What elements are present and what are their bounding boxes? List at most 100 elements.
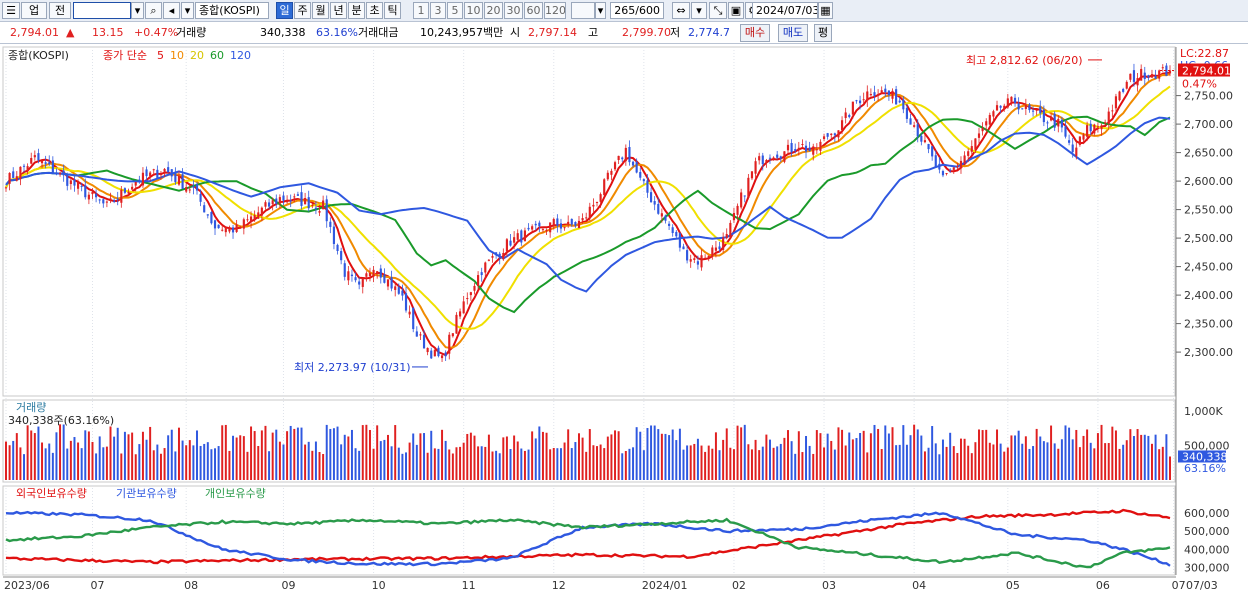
candle [520,229,523,246]
candle [1064,119,1067,139]
sell-button[interactable]: 매도 [778,24,808,42]
price-tick-label: 2,450.00 [1184,261,1233,274]
volume-bar [556,448,559,480]
market-select-icon[interactable]: ☰ [2,2,20,19]
candle-body [790,142,793,153]
draw-icon[interactable]: ⤡ [709,2,727,19]
candle-body [516,233,519,240]
candle [927,143,930,154]
period-button-6[interactable]: 틱 [384,2,401,19]
candle-body [740,192,743,208]
interval-button-120[interactable]: 120 [544,2,566,19]
count-field[interactable]: 265/600 [610,2,664,19]
date-field[interactable]: 2024/07/03 [752,2,818,19]
candle [433,349,436,357]
candle-body [768,157,772,159]
candle-body [495,252,498,256]
calendar-icon[interactable]: ▦ [818,2,833,19]
candle-body [12,171,15,179]
period-button-1[interactable]: 주 [294,2,311,19]
candle-body [675,231,678,237]
candle-body [1168,70,1172,74]
candle [91,188,94,200]
ma-legend-60: 60 [210,49,224,62]
candle [156,165,159,179]
candle [87,191,90,205]
candle [844,107,847,124]
volume-bar [77,442,80,480]
open-label: 시 [510,26,521,39]
interval-button-5[interactable]: 5 [447,2,463,19]
speaker-dropdown-icon[interactable]: ▾ [181,2,194,19]
candle [1021,108,1024,110]
interval-button-60[interactable]: 60 [524,2,543,19]
volume-bar [405,452,408,480]
interval-button-10[interactable]: 10 [464,2,483,19]
speaker-icon[interactable]: ◂ [163,2,180,19]
candle-body [859,100,862,104]
candle-body [1147,75,1150,78]
candle-body [498,253,501,258]
period-button-4[interactable]: 분 [348,2,365,19]
interval-button-1[interactable]: 1 [413,2,429,19]
candle [260,206,263,222]
candle [51,156,54,175]
buy-button[interactable]: 매수 [740,24,770,42]
period-button-0[interactable]: 일 [276,2,293,19]
volume-bar [671,429,674,480]
volume-bar [1132,436,1135,480]
holdings-line-0 [5,508,1171,565]
volume-bar [221,425,224,480]
candle [152,168,155,176]
interval-button-3[interactable]: 3 [430,2,446,19]
candle [404,286,408,313]
candle [487,259,490,262]
candle-body [177,175,181,185]
candle-body [477,275,480,286]
chart-area[interactable]: 2,750.00 2,700.00 2,650.00 2,600.00 2,550.00… [0,44,1248,599]
candle [4,187,8,192]
price-tick-label: 2,400.00 [1184,289,1233,302]
volume-bar [837,427,840,480]
interval-button-30[interactable]: 30 [504,2,523,19]
evaluate-button[interactable]: 평 [814,24,832,42]
volume-bar [1136,429,1139,480]
volume-bar [689,445,692,480]
candle [12,167,15,179]
volume-bar [848,432,851,480]
volume-bar [567,429,570,480]
quote-bar: 2,794.01 ▲ 13.15 +0.47% 거래량 340,338 63.1… [0,22,1248,44]
candle-body [808,147,811,152]
candle-body [242,219,245,229]
interval-button-20[interactable]: 20 [484,2,503,19]
prev-button[interactable]: 전 [49,2,71,19]
zoom-icon[interactable]: ⇔ [672,2,690,19]
candle [783,151,786,164]
candle [707,255,710,262]
market-select[interactable]: 업 [21,2,47,19]
candle [253,210,256,222]
period-button-3[interactable]: 년 [330,2,347,19]
volume-bar [350,429,353,480]
interval-dropdown-icon[interactable]: ▾ [595,2,606,19]
candle [19,166,22,186]
max-annotation: 최고 2,812.62 (06/20) [966,54,1083,67]
candle-body [174,173,177,183]
copy-icon[interactable]: ▣ [728,2,744,19]
candle [941,169,945,178]
interval-spinner[interactable] [571,2,595,19]
code-input[interactable]: 001 [73,2,131,19]
volume-bar [996,429,999,480]
period-button-5[interactable]: 초 [366,2,383,19]
candle-body [98,199,101,201]
search-icon[interactable]: ⌕ [145,2,162,19]
code-dropdown-icon[interactable]: ▾ [131,2,144,19]
volume-bar [523,450,526,480]
zoom-dropdown-icon[interactable]: ▾ [691,2,707,19]
candle [383,268,386,284]
candle [275,194,278,209]
candle-body [812,146,815,155]
period-button-2[interactable]: 월 [312,2,329,19]
candle [631,160,635,168]
candle-body [905,107,909,119]
